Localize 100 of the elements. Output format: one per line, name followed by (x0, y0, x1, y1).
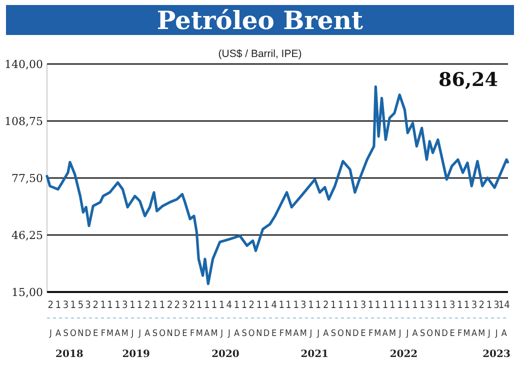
text: M (121, 329, 128, 339)
text: S (152, 329, 158, 339)
text: J (48, 329, 52, 339)
x2-tick-label: 1 (286, 300, 292, 311)
x2-tick-label: 1 (420, 300, 426, 311)
text: A (204, 329, 210, 339)
text: A (501, 329, 508, 339)
text: M (210, 329, 218, 339)
x2-tick-label: 1 (442, 300, 448, 311)
text: F (190, 329, 195, 339)
text: J (487, 329, 490, 339)
text: S (330, 329, 336, 339)
text: O (70, 329, 76, 339)
x2-tick-label: 1 (293, 300, 299, 311)
x2-tick-label: 2 (248, 300, 254, 311)
text: F (100, 329, 106, 339)
chart-title: Petróleo Brent (156, 6, 364, 35)
text: J (130, 329, 134, 339)
x2-tick-label: 1 (404, 300, 410, 311)
x2-tick-label: 1 (218, 300, 225, 311)
x2-tick-label: 3 (85, 300, 91, 311)
x2-tick-label: 2 (144, 300, 150, 311)
x2-tick-label: 1 (330, 300, 336, 311)
x2-tick-label: 5 (78, 300, 84, 311)
text: M (196, 329, 203, 339)
text: A (382, 329, 388, 339)
x2-tick-label: 2 (189, 300, 196, 311)
x2-tick-label: 1 (278, 300, 285, 311)
text: S (242, 329, 247, 339)
text: M (284, 329, 292, 339)
text: D (174, 329, 180, 339)
x2-tick-label: 1 (211, 300, 218, 311)
x2-tick-label: 1 (152, 300, 158, 311)
x2-tick-label: 14 (498, 300, 510, 311)
text: A (55, 329, 62, 339)
text: J (138, 329, 141, 339)
text: J (405, 329, 409, 339)
x2-tick-label: 3 (426, 300, 433, 311)
text: J (398, 329, 402, 339)
text: E (93, 329, 98, 339)
x2-tick-label: 3 (449, 300, 456, 311)
y-tick-label: 140,00 (4, 58, 43, 71)
text: D (84, 329, 92, 339)
x2-tick-label: 1 (368, 300, 374, 311)
x2-tick-label: 1 (70, 300, 76, 311)
x2-tick-label: 1 (397, 300, 403, 311)
x2-tick-label: 1 (382, 300, 388, 311)
text: M (389, 329, 396, 339)
x2-tick-label: 2 (48, 300, 54, 311)
x-tick-label: 2018 (56, 349, 84, 360)
x2-tick-label: 3 (300, 300, 306, 311)
y-tick-label: 15,00 (12, 286, 43, 299)
text: F (458, 329, 463, 339)
x2-tick-label: 3 (122, 300, 128, 311)
x2-tick-label: 2 (322, 300, 329, 311)
text: A (472, 329, 478, 339)
text: A (412, 329, 418, 339)
text: O (159, 329, 166, 339)
text: J (494, 329, 498, 339)
x2-tick-label: 2 (478, 300, 484, 311)
x2-tick-label: 2 (166, 300, 173, 311)
x2-tick-label: 1 (434, 300, 440, 311)
x-tick-label: 2020 (212, 349, 240, 360)
text: E (182, 329, 188, 339)
x2-tick-label: 1 (234, 300, 240, 311)
text: N (434, 329, 440, 339)
x2-tick-label: 2 (92, 300, 98, 311)
text: A (234, 329, 240, 339)
text: O (248, 329, 255, 339)
x2-tick-label: 1 (412, 300, 418, 311)
x2-tick-label: 1 (352, 300, 359, 311)
x2-tick-label: 1 (390, 300, 396, 311)
x2-tick-label: 1 (457, 300, 463, 311)
text: N (78, 329, 84, 339)
x-tick-label: 2023 (482, 349, 510, 360)
x2-tick-label: 1 (264, 300, 270, 311)
text: N (256, 329, 262, 339)
text: M (463, 329, 470, 339)
x2-tick-label: 3 (62, 300, 69, 311)
text: D (263, 329, 270, 339)
text: M (478, 329, 486, 339)
chart-subtitle: (US$ / Barril, IPE) (218, 48, 302, 60)
x2-tick-label: 4 (226, 300, 232, 311)
x2-tick-label: 1 (464, 300, 470, 311)
x-tick-label: 2021 (300, 349, 329, 360)
x2-tick-label: 1 (159, 300, 166, 311)
text: J (308, 329, 312, 339)
x2-tick-label: 1 (486, 300, 492, 311)
text: E (450, 329, 455, 339)
text: M (300, 329, 307, 339)
text: S (420, 329, 426, 339)
text: O (426, 329, 434, 339)
text: N (166, 329, 173, 339)
x2-tick-label: 1 (315, 300, 322, 311)
x2-tick-label: 3 (360, 300, 366, 311)
text: M (106, 329, 114, 339)
text: J (220, 329, 224, 339)
text: S (63, 329, 68, 339)
annotation: 86,24 (438, 69, 498, 91)
x2-tick-label: 1 (374, 300, 380, 311)
